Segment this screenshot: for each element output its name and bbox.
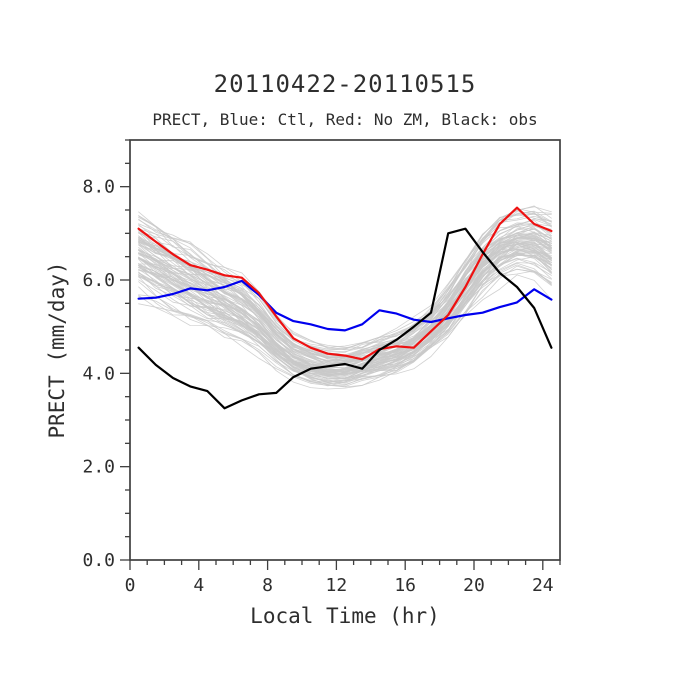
ensemble-member-line <box>138 232 552 369</box>
ensemble-member-line <box>138 205 552 355</box>
x-tick-label: 0 <box>125 575 136 596</box>
ensemble-member-line <box>138 252 552 373</box>
y-tick-label: 4.0 <box>82 363 115 384</box>
ensemble-member-line <box>138 236 552 375</box>
ensemble-member-line <box>138 243 552 361</box>
y-tick-label: 8.0 <box>82 177 115 198</box>
series-line-ctl <box>137 279 553 332</box>
ensemble-member-line <box>138 243 552 363</box>
x-tick-label: 4 <box>193 575 204 596</box>
x-tick-label: 20 <box>463 575 485 596</box>
y-axis-label: PRECT (mm/day) <box>45 261 69 439</box>
ensemble-member-line <box>138 220 552 359</box>
ensemble-member-line <box>138 241 552 372</box>
x-axis-label: Local Time (hr) <box>250 604 440 628</box>
chart-subtitle: PRECT, Blue: Ctl, Red: No ZM, Black: obs <box>152 110 538 129</box>
ensemble-member-line <box>138 233 552 375</box>
ensemble-member-line <box>138 258 552 384</box>
ensemble-member-line <box>138 268 552 383</box>
ensemble-member-line <box>138 262 552 383</box>
ensemble-member-line <box>138 262 552 390</box>
x-tick-label: 24 <box>532 575 554 596</box>
x-tick-label: 12 <box>326 575 348 596</box>
ensemble-member-line <box>138 208 552 349</box>
ensemble-member-line <box>138 234 552 358</box>
y-tick-label: 2.0 <box>82 457 115 478</box>
chart-title: 20110422-20110515 <box>213 70 477 98</box>
y-tick-label: 6.0 <box>82 270 115 291</box>
ensemble-member-line <box>138 265 552 379</box>
y-tick-label: 0.0 <box>82 550 115 571</box>
ensemble-member-line <box>138 218 552 348</box>
series-line-obs <box>137 227 553 410</box>
ensemble-member-line <box>138 225 552 364</box>
ensemble-member-line <box>138 244 552 384</box>
x-tick-label: 16 <box>394 575 416 596</box>
series-line-no-zm <box>137 206 553 361</box>
ensemble-member-line <box>138 242 552 367</box>
x-tick-label: 8 <box>262 575 273 596</box>
